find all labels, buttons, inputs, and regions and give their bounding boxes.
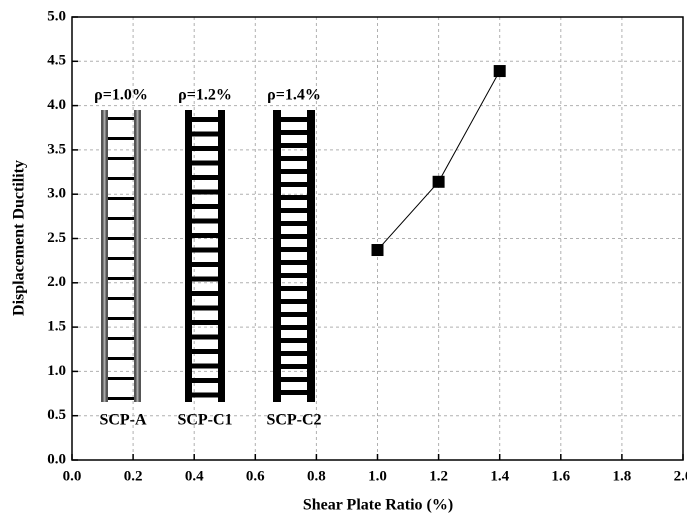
ladder-rung	[108, 317, 134, 320]
ladder-rail	[307, 110, 315, 402]
x-tick-label: 1.4	[490, 468, 509, 484]
x-tick-label: 0.0	[63, 468, 82, 484]
ladder-rung	[281, 169, 307, 174]
y-tick-label: 3.0	[47, 186, 66, 202]
ladder-rung	[281, 221, 307, 226]
ladder-rung	[281, 377, 307, 382]
marker	[493, 65, 506, 78]
ladder-rung	[281, 156, 307, 161]
ladder-rung	[281, 143, 307, 148]
ladder-rung	[108, 217, 134, 220]
ladder-rung	[108, 357, 134, 360]
y-tick-label: 0.0	[47, 451, 66, 467]
y-tick-label: 0.5	[47, 407, 66, 423]
x-tick-label: 0.2	[124, 468, 143, 484]
y-tick-label: 2.5	[47, 230, 66, 246]
ladder-rung	[281, 208, 307, 213]
ladder-rung	[108, 297, 134, 300]
ladder-rung	[108, 137, 134, 140]
ladder-rung	[192, 392, 218, 398]
ratio-label: ρ=1.2%	[178, 87, 232, 104]
ladder-rung	[281, 130, 307, 135]
y-axis-title: Displacement Ductility	[11, 160, 28, 316]
x-tick-label: 0.8	[307, 468, 326, 484]
ladder-rung	[192, 320, 218, 325]
ladder-rung	[281, 351, 307, 356]
marker	[432, 175, 445, 188]
ladder-rung	[108, 257, 134, 260]
ladder-rung	[281, 182, 307, 187]
ladder-rung	[281, 364, 307, 369]
ladder-rung	[281, 312, 307, 317]
ladder-rail	[273, 110, 281, 402]
ladder-rung	[281, 195, 307, 200]
specimen-label: SCP-C1	[177, 412, 232, 429]
x-tick-label: 1.6	[551, 468, 570, 484]
ladder-rung	[108, 177, 134, 180]
ratio-label: ρ=1.4%	[267, 87, 321, 104]
y-tick-label: 5.0	[47, 8, 66, 24]
ladder-rung	[108, 237, 134, 240]
ladder-rung	[192, 363, 218, 369]
ladder-rung	[192, 146, 218, 151]
y-tick-label: 4.0	[47, 97, 66, 113]
ladder-rung	[192, 247, 218, 253]
ladder-rung	[192, 117, 218, 122]
ladder-rung	[108, 117, 134, 120]
ladder-rung	[108, 377, 134, 380]
specimen-label: SCP-A	[99, 412, 147, 429]
plot-frame	[71, 16, 684, 461]
y-tick-label: 1.0	[47, 363, 66, 379]
ladder-rung	[108, 157, 134, 160]
ladder-rung	[108, 337, 134, 340]
ladder-rung	[281, 325, 307, 330]
ladder-rung	[192, 204, 218, 209]
ladder-rung	[192, 160, 218, 166]
ladder-rung	[281, 390, 307, 395]
ladder-rung	[192, 334, 218, 340]
x-tick-label: 1.0	[368, 468, 387, 484]
ratio-label: ρ=1.0%	[94, 87, 148, 104]
ladder-rung	[281, 117, 307, 122]
specimen-label: SCP-C2	[266, 412, 321, 429]
ladder-rung	[108, 197, 134, 200]
marker	[371, 244, 384, 257]
ladder-rung	[108, 397, 134, 400]
ladder-rail	[185, 110, 192, 402]
ladder-rung	[108, 277, 134, 280]
ladder-rung	[281, 234, 307, 239]
ladder-rung	[192, 262, 218, 267]
ladder-rung	[192, 276, 218, 282]
ladder-rung	[281, 286, 307, 291]
x-tick-label: 1.2	[429, 468, 448, 484]
ladder-rung	[192, 349, 218, 354]
ladder-rung	[192, 233, 218, 238]
ladder-rung	[192, 218, 218, 224]
y-tick-label: 1.5	[47, 319, 66, 335]
ladder-rung	[192, 189, 218, 195]
ladder-rung	[192, 131, 218, 137]
x-tick-label: 0.4	[185, 468, 204, 484]
ladder-rung	[192, 305, 218, 311]
x-tick-label: 1.8	[613, 468, 632, 484]
y-tick-label: 4.5	[47, 53, 66, 69]
ladder-rung	[281, 247, 307, 252]
ladder-rung	[192, 175, 218, 180]
x-axis-title: Shear Plate Ratio (%)	[303, 497, 453, 514]
ladder-rung	[281, 338, 307, 343]
ladder-rung	[192, 291, 218, 296]
y-tick-label: 3.5	[47, 141, 66, 157]
ladder-rung	[281, 260, 307, 265]
x-tick-label: 0.6	[246, 468, 265, 484]
y-tick-label: 2.0	[47, 274, 66, 290]
ladder-rung	[281, 273, 307, 278]
ladder-rung	[281, 299, 307, 304]
ladder-rail	[218, 110, 225, 402]
x-tick-label: 2.0	[674, 468, 687, 484]
ladder-rung	[192, 378, 218, 383]
